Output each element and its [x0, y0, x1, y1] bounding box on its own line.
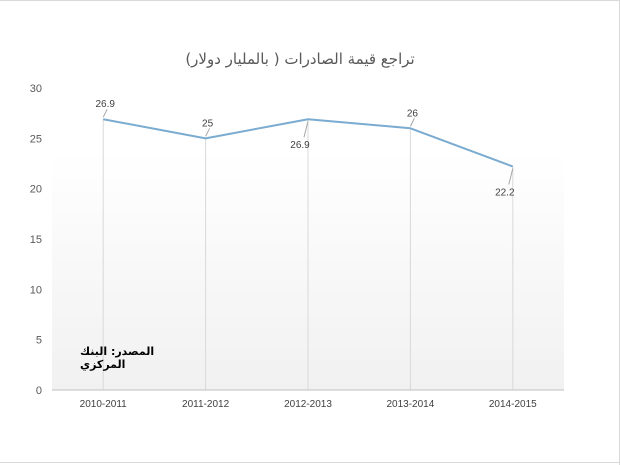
data-label: 26.9 [95, 99, 115, 110]
y-tick-label: 30 [30, 83, 42, 95]
y-tick-label: 5 [36, 335, 42, 347]
x-tick-label: 2010-2011 [80, 399, 128, 410]
y-tick-label: 10 [30, 284, 42, 296]
y-tick-label: 20 [30, 184, 42, 196]
data-label-leader [303, 121, 309, 138]
data-label: 26 [407, 108, 419, 119]
data-label-leader [409, 118, 415, 127]
x-axis-ticks: 2010-2011 2011-2012 2012-2013 2013-2014 2014… [80, 399, 537, 410]
y-tick-label: 0 [36, 385, 42, 397]
chart-title: تراجع قيمة الصادرات ( بالمليار دولار) [185, 50, 415, 68]
x-tick-label: 2012-2013 [284, 399, 332, 410]
y-axis-ticks: 0 5 10 15 20 25 30 [30, 83, 42, 397]
data-label-leader [508, 168, 514, 185]
source-note: المصدر: البنك المركزي [80, 345, 155, 371]
data-label: 25 [202, 118, 214, 129]
data-label: 22.2 [495, 188, 515, 199]
series-line-path [103, 118, 514, 168]
x-tick-label: 2013-2014 [386, 399, 434, 410]
x-tick-label: 2014-2015 [489, 399, 537, 410]
y-tick-label: 25 [30, 133, 42, 145]
frame-top-border [0, 0, 620, 1]
x-tick-label: 2011-2012 [182, 399, 230, 410]
frame-bottom-border [0, 462, 620, 463]
data-labels: 26.9 25 26.9 26 22.2 [95, 99, 515, 198]
data-label: 26.9 [290, 140, 310, 151]
data-label-leader [102, 108, 108, 118]
y-tick-label: 15 [30, 234, 42, 246]
data-label-leader [205, 128, 211, 137]
series-line [103, 118, 514, 168]
grid-lines [102, 119, 514, 390]
